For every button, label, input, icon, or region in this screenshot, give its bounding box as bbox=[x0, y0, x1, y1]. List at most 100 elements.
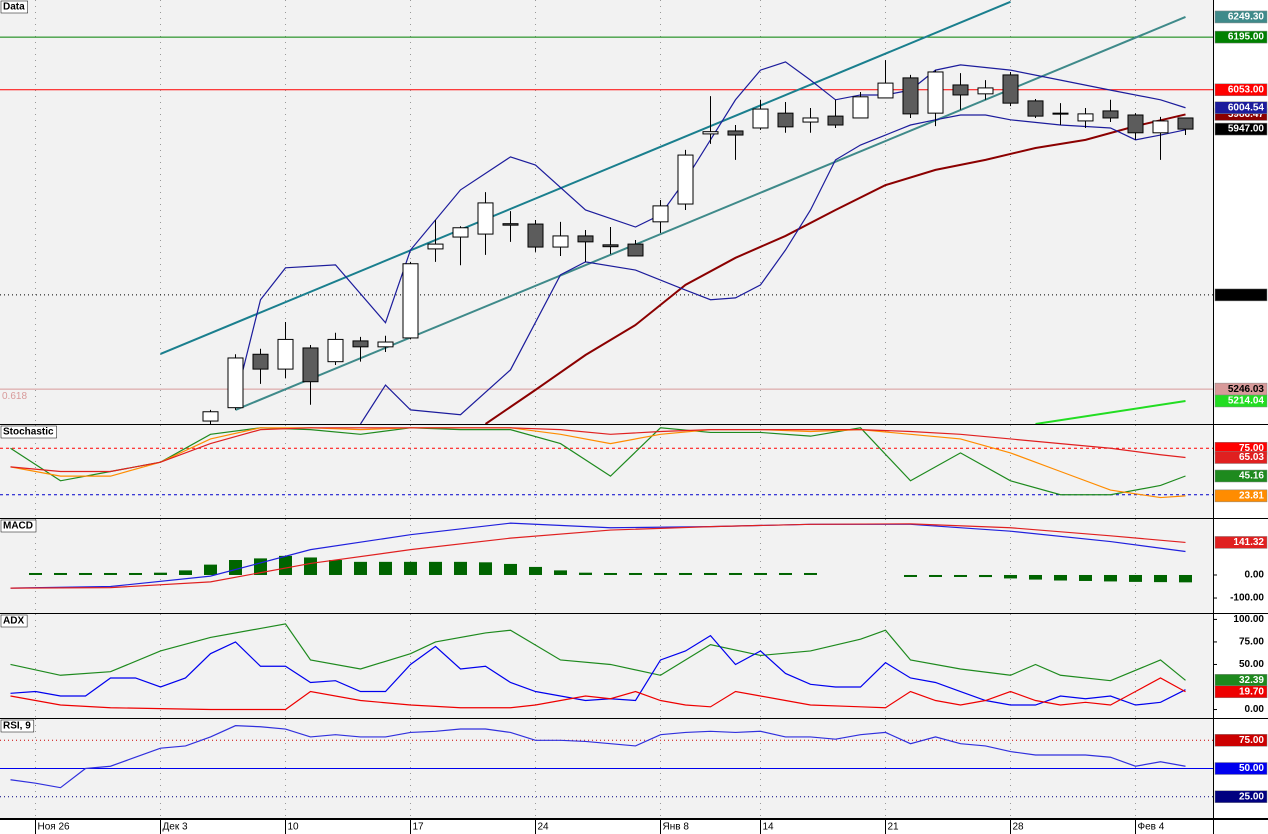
histogram-bar bbox=[354, 561, 367, 575]
series-label: 23.81 bbox=[1239, 490, 1264, 501]
histogram-bar bbox=[429, 561, 442, 575]
trend-label: 5214.04 bbox=[1228, 396, 1265, 407]
trend-label: 6249.30 bbox=[1228, 12, 1265, 23]
histogram-bar bbox=[329, 560, 342, 575]
series-line bbox=[359, 114, 1186, 424]
candle-body bbox=[827, 115, 844, 126]
panel-title-bg bbox=[0, 425, 57, 439]
candle-body bbox=[577, 235, 594, 243]
y-tick-label: 75.00 bbox=[1239, 637, 1264, 648]
x-tick-label: Ноя 26 bbox=[38, 822, 71, 833]
series-line bbox=[10, 523, 1186, 589]
histogram-bar bbox=[529, 566, 542, 575]
candle-body bbox=[927, 71, 944, 114]
panel bbox=[0, 719, 1213, 818]
candle-body bbox=[627, 243, 644, 257]
histogram-bar bbox=[704, 572, 717, 575]
histogram-bar bbox=[954, 574, 967, 577]
candle-body bbox=[377, 341, 394, 348]
x-tick-label: Дек 3 bbox=[163, 822, 188, 833]
candle-body bbox=[1102, 110, 1119, 119]
histogram-bar bbox=[979, 574, 992, 578]
panel-title: Data bbox=[3, 2, 25, 13]
value-tag-bg bbox=[1214, 536, 1268, 549]
histogram-bar bbox=[154, 572, 167, 575]
y-tick-label: 0.00 bbox=[1245, 570, 1265, 581]
x-tick-label: Фев 4 bbox=[1138, 822, 1165, 833]
x-tick-label: 28 bbox=[1013, 822, 1025, 833]
candle-body bbox=[877, 82, 894, 99]
series-line bbox=[10, 634, 1186, 706]
histogram-bar bbox=[779, 572, 792, 575]
value-tag-bg bbox=[1214, 10, 1268, 24]
series-line bbox=[10, 725, 1186, 789]
histogram-bar bbox=[1054, 574, 1067, 581]
value-tag-bg bbox=[1214, 790, 1268, 803]
histogram-bar bbox=[379, 561, 392, 575]
candle-body bbox=[602, 244, 619, 248]
candle-body bbox=[852, 96, 869, 119]
series-line bbox=[10, 427, 1186, 473]
histogram-bar bbox=[29, 572, 42, 575]
series-label: 6004.54 bbox=[1228, 102, 1265, 113]
level-label: 5246.03 bbox=[1228, 384, 1265, 395]
histogram-bar bbox=[104, 572, 117, 575]
value-tag-bg bbox=[1214, 469, 1268, 483]
histogram-bar bbox=[904, 574, 917, 577]
candle-body bbox=[902, 77, 919, 115]
close-label: 5947.00 bbox=[1228, 124, 1265, 135]
histogram-bar bbox=[129, 572, 142, 575]
candle-body bbox=[1002, 74, 1019, 104]
x-tick-label: Янв 8 bbox=[663, 822, 690, 833]
candle-body bbox=[352, 340, 369, 348]
series-label: 19.70 bbox=[1239, 686, 1264, 697]
candle-body bbox=[327, 338, 344, 363]
histogram-bar bbox=[1179, 574, 1192, 583]
panel-title: MACD bbox=[3, 521, 33, 532]
panel bbox=[10, 519, 1192, 613]
candle-body bbox=[252, 353, 269, 370]
candle-body bbox=[802, 117, 819, 123]
panel-title: RSI, 9 bbox=[3, 721, 31, 732]
histogram-bar bbox=[504, 563, 517, 575]
level-label: 75.00 bbox=[1239, 443, 1264, 454]
histogram-bar bbox=[579, 572, 592, 575]
x-tick-label: 10 bbox=[288, 822, 300, 833]
histogram-bar bbox=[1104, 574, 1117, 582]
candle-body bbox=[202, 411, 219, 422]
panel bbox=[10, 614, 1186, 718]
value-tag-bg bbox=[1214, 83, 1268, 97]
histogram-bar bbox=[804, 572, 817, 575]
candle-body bbox=[1077, 113, 1094, 122]
histogram-bar bbox=[1129, 574, 1142, 582]
x-tick-label: 14 bbox=[763, 822, 775, 833]
series-line bbox=[10, 623, 1186, 682]
candle-body bbox=[727, 130, 744, 136]
candle-body bbox=[277, 338, 294, 370]
series-line bbox=[10, 427, 1186, 499]
series-label: 65.03 bbox=[1239, 452, 1264, 463]
histogram-bar bbox=[204, 564, 217, 575]
level-label: 6053.00 bbox=[1228, 84, 1265, 95]
histogram-bar bbox=[1154, 574, 1167, 583]
candle-body bbox=[402, 263, 419, 339]
level-label: 50.00 bbox=[1239, 763, 1264, 774]
value-tag-bg bbox=[1214, 101, 1268, 114]
panel-title: ADX bbox=[3, 616, 24, 627]
level-label: 6195.00 bbox=[1228, 32, 1265, 43]
candle-body bbox=[227, 357, 244, 409]
level-label: 25.00 bbox=[1239, 791, 1264, 802]
x-tick-label: 21 bbox=[888, 822, 900, 833]
candle-body bbox=[1127, 114, 1144, 134]
series-label: 141.32 bbox=[1233, 537, 1264, 548]
candle-body bbox=[752, 108, 769, 129]
panel-title-bg bbox=[0, 614, 28, 628]
panel-title: Stochastic bbox=[3, 427, 54, 438]
histogram-bar bbox=[79, 572, 92, 575]
histogram-bar bbox=[1004, 574, 1017, 579]
y-tick-label: 50.00 bbox=[1239, 659, 1264, 670]
candle-body bbox=[1052, 112, 1069, 115]
value-tag-bg bbox=[1214, 734, 1268, 747]
